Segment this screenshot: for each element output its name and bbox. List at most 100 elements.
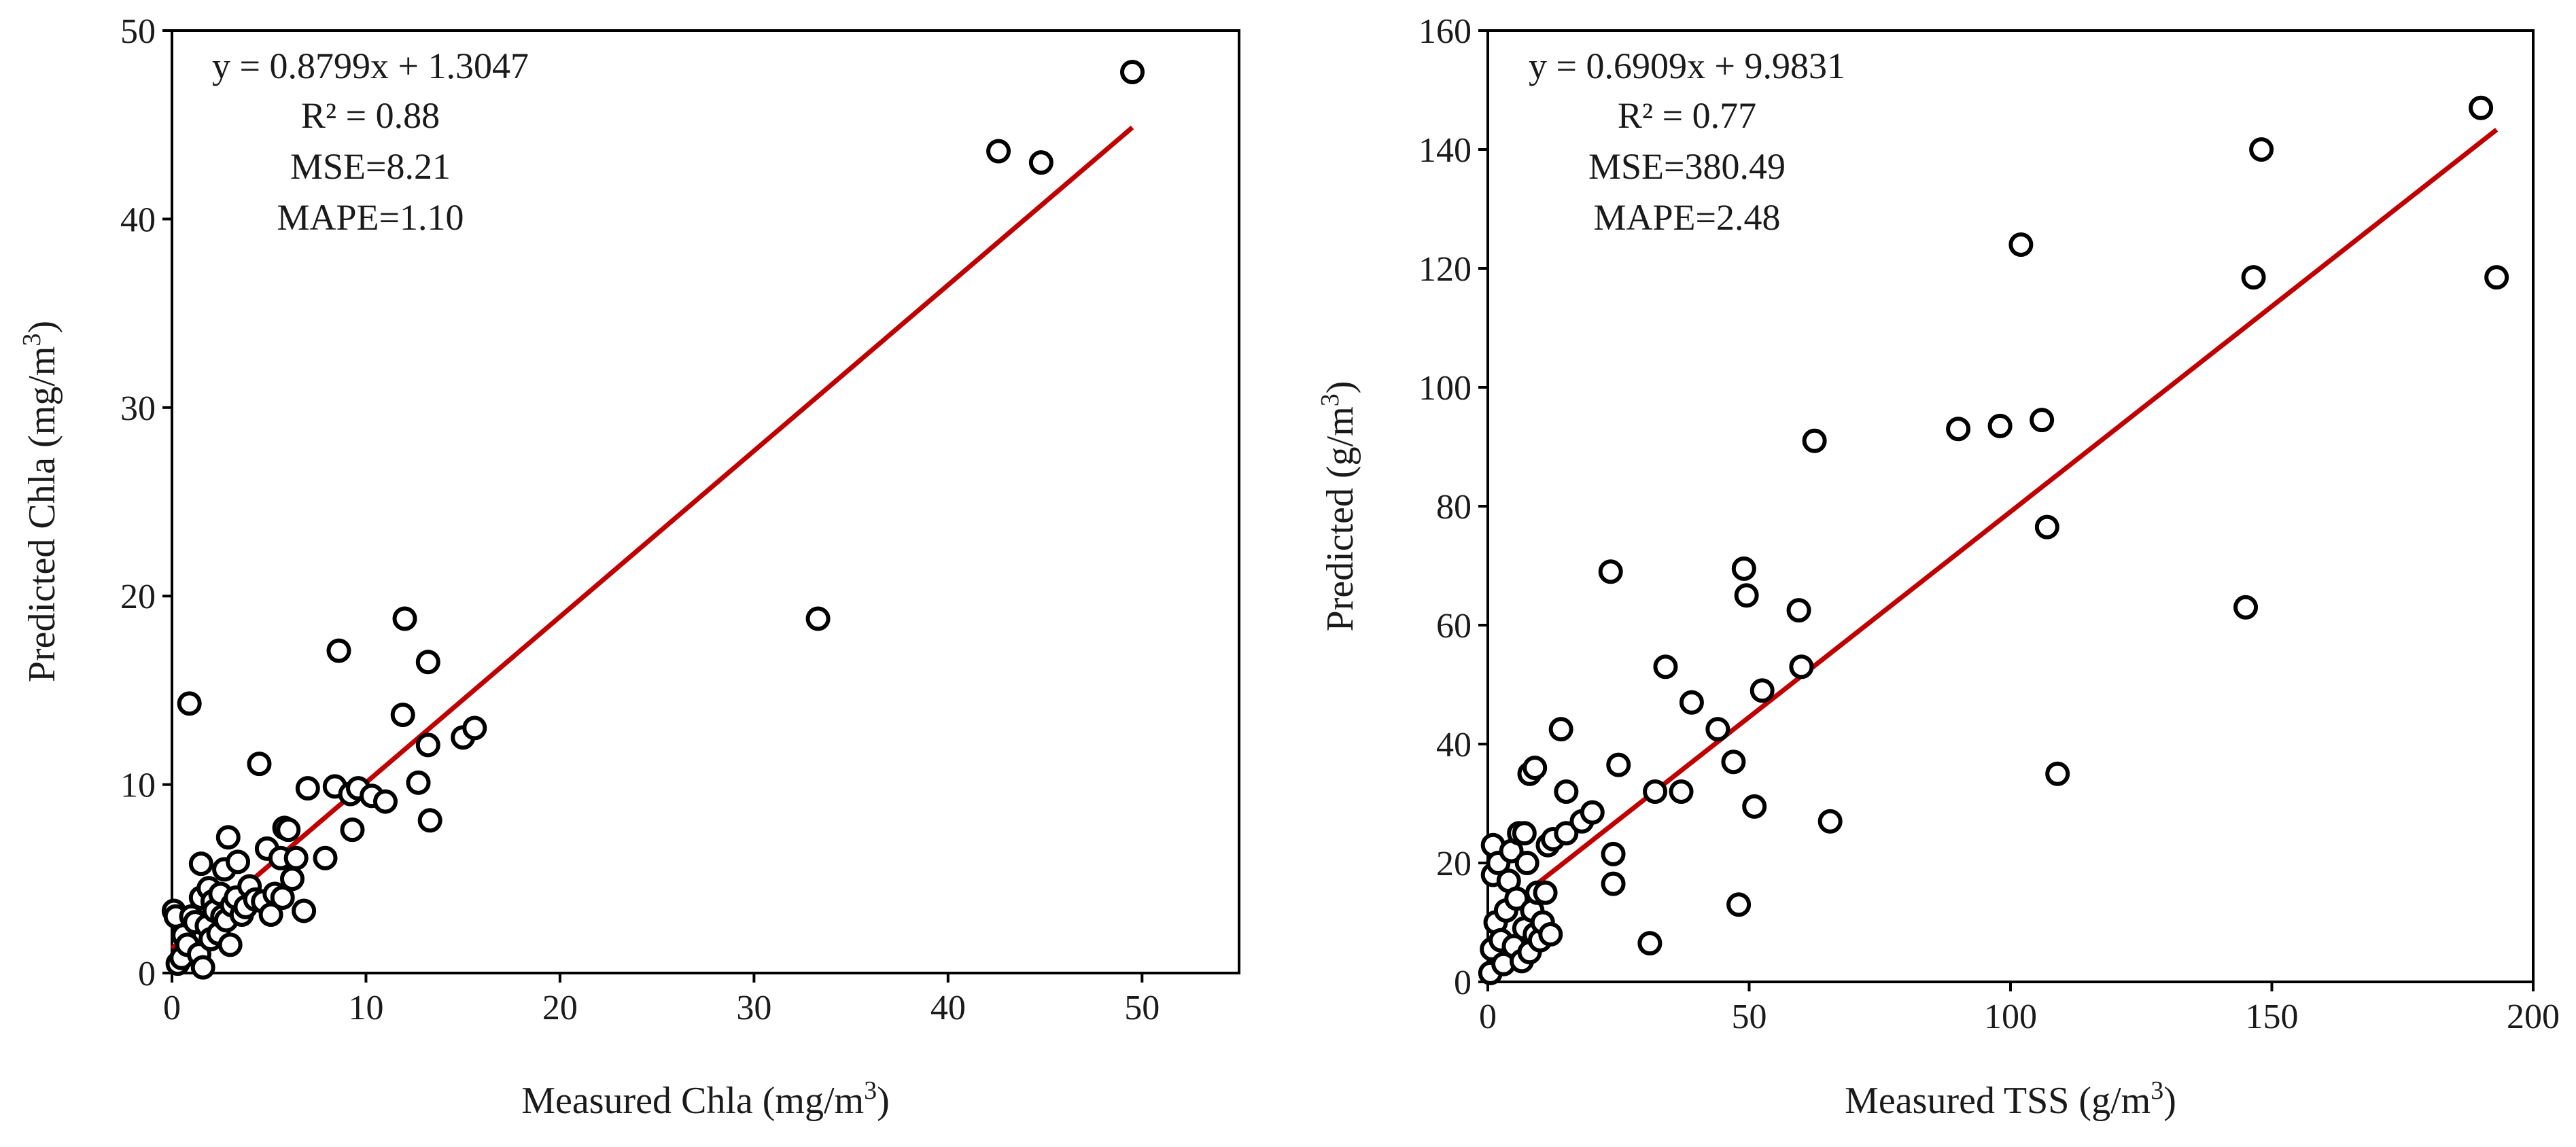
x-tick-label: 200 [2507, 998, 2560, 1036]
data-point [1028, 150, 1054, 175]
x-tick-label: 0 [163, 989, 181, 1027]
data-point [2249, 137, 2274, 162]
data-point [283, 845, 309, 870]
data-point [279, 866, 304, 892]
y-tick-label: 100 [1418, 369, 1472, 408]
mape-tss: MAPE=2.48 [1594, 197, 1781, 238]
data-point [1554, 779, 1579, 804]
y-tick-label: 20 [1436, 845, 1472, 883]
data-point [1120, 60, 1145, 85]
data-point [2045, 761, 2070, 786]
data-point [373, 789, 398, 814]
data-point [1580, 800, 1605, 825]
data-point [406, 770, 431, 795]
data-point [1601, 841, 1626, 866]
data-point [1643, 779, 1668, 804]
data-point [2484, 265, 2509, 290]
x-tick-label: 30 [736, 989, 771, 1027]
y-axis-label-tss: Predicted (g/m3) [1316, 381, 1361, 632]
annotation-block-chla: y = 0.8799x + 1.3047 R² = 0.88 MSE=8.21 … [212, 46, 529, 238]
x-tick-label: 50 [1124, 989, 1160, 1027]
y-tick-label: 30 [120, 389, 156, 428]
y-tick-label: 50 [120, 12, 156, 51]
annotation-block-tss: y = 0.6909x + 9.9831 R² = 0.77 MSE=380.4… [1529, 46, 1845, 238]
data-point [2469, 95, 2494, 120]
chart-chla: 0 10 20 30 40 50 0 10 20 30 40 50 y = 0.8799x + 1.… [18, 12, 1240, 1122]
data-point [1514, 851, 1539, 875]
data-point [1601, 871, 1626, 896]
equation-tss: y = 0.6909x + 9.9831 [1529, 46, 1845, 86]
x-tick-label: 50 [1732, 998, 1767, 1036]
data-point [190, 955, 215, 980]
x-tick-label: 20 [542, 989, 578, 1027]
data-point [390, 702, 415, 727]
data-point [1750, 678, 1775, 703]
y-tick-label: 140 [1418, 131, 1472, 170]
r-squared-chla: R² = 0.88 [301, 95, 440, 136]
chart-tss: 0 50 100 150 200 0 20 40 60 80 100 120 140 160 y = 0… [1316, 12, 2560, 1122]
trendline-tss [1486, 128, 2499, 925]
data-point [295, 776, 320, 801]
data-point [217, 932, 243, 957]
y-tick-label: 40 [120, 200, 156, 239]
mse-tss: MSE=380.49 [1588, 146, 1786, 187]
mape-chla: MAPE=1.10 [277, 197, 464, 238]
data-point [2241, 265, 2266, 290]
data-point [2008, 232, 2034, 257]
x-tick-label: 100 [1984, 998, 2037, 1036]
data-point [177, 691, 202, 716]
data-point [326, 638, 351, 663]
data-point [1554, 821, 1579, 846]
data-point [415, 733, 440, 758]
y-tick-label: 10 [120, 766, 156, 805]
y-axis-label-chla: Predicted Chla (mg/m3) [18, 321, 63, 682]
data-point [392, 606, 417, 631]
data-point [1522, 756, 1548, 780]
data-point [188, 851, 213, 877]
points-chla [161, 60, 1145, 980]
points-tss [1478, 95, 2509, 985]
data-point [1598, 559, 1623, 584]
data-point [1802, 428, 1827, 453]
x-ticks-chla: 0 10 20 30 40 50 [163, 973, 1160, 1027]
data-point [1817, 809, 1843, 834]
data-point [292, 898, 317, 923]
data-point [986, 139, 1011, 164]
data-point [226, 849, 251, 875]
data-point [247, 752, 272, 777]
data-point [1705, 717, 1730, 742]
data-point [415, 650, 440, 675]
x-ticks-tss: 0 50 100 150 200 [1479, 982, 2560, 1036]
data-point [2034, 514, 2059, 540]
y-tick-label: 20 [120, 578, 156, 616]
y-tick-label: 40 [1436, 726, 1472, 764]
data-point [417, 808, 442, 833]
data-point [2233, 595, 2259, 620]
x-axis-label-chla: Measured Chla (mg/m3) [521, 1076, 890, 1122]
data-point [1548, 717, 1573, 742]
data-point [1512, 821, 1537, 846]
data-point [1742, 794, 1767, 819]
data-point [462, 716, 487, 741]
y-tick-label: 120 [1418, 250, 1472, 289]
plot-frame-chla [171, 29, 1240, 974]
x-tick-label: 10 [348, 989, 383, 1027]
data-point [1726, 892, 1752, 917]
x-axis-label-tss: Measured TSS (g/m3) [1845, 1076, 2176, 1122]
x-tick-label: 40 [930, 989, 966, 1027]
data-point [1653, 654, 1678, 680]
trendline-chla [170, 125, 1134, 951]
y-tick-label: 0 [138, 955, 156, 993]
data-point [270, 885, 295, 911]
data-point [1533, 880, 1558, 905]
r-squared-tss: R² = 0.77 [1618, 95, 1756, 136]
fit-line [170, 125, 1134, 951]
data-point [215, 825, 241, 850]
data-point [1721, 749, 1746, 775]
data-point [276, 817, 301, 843]
data-point [313, 845, 338, 870]
y-tick-label: 0 [1454, 964, 1472, 1002]
data-point [1606, 752, 1631, 777]
data-point [1786, 598, 1811, 623]
y-tick-label: 60 [1436, 607, 1472, 646]
